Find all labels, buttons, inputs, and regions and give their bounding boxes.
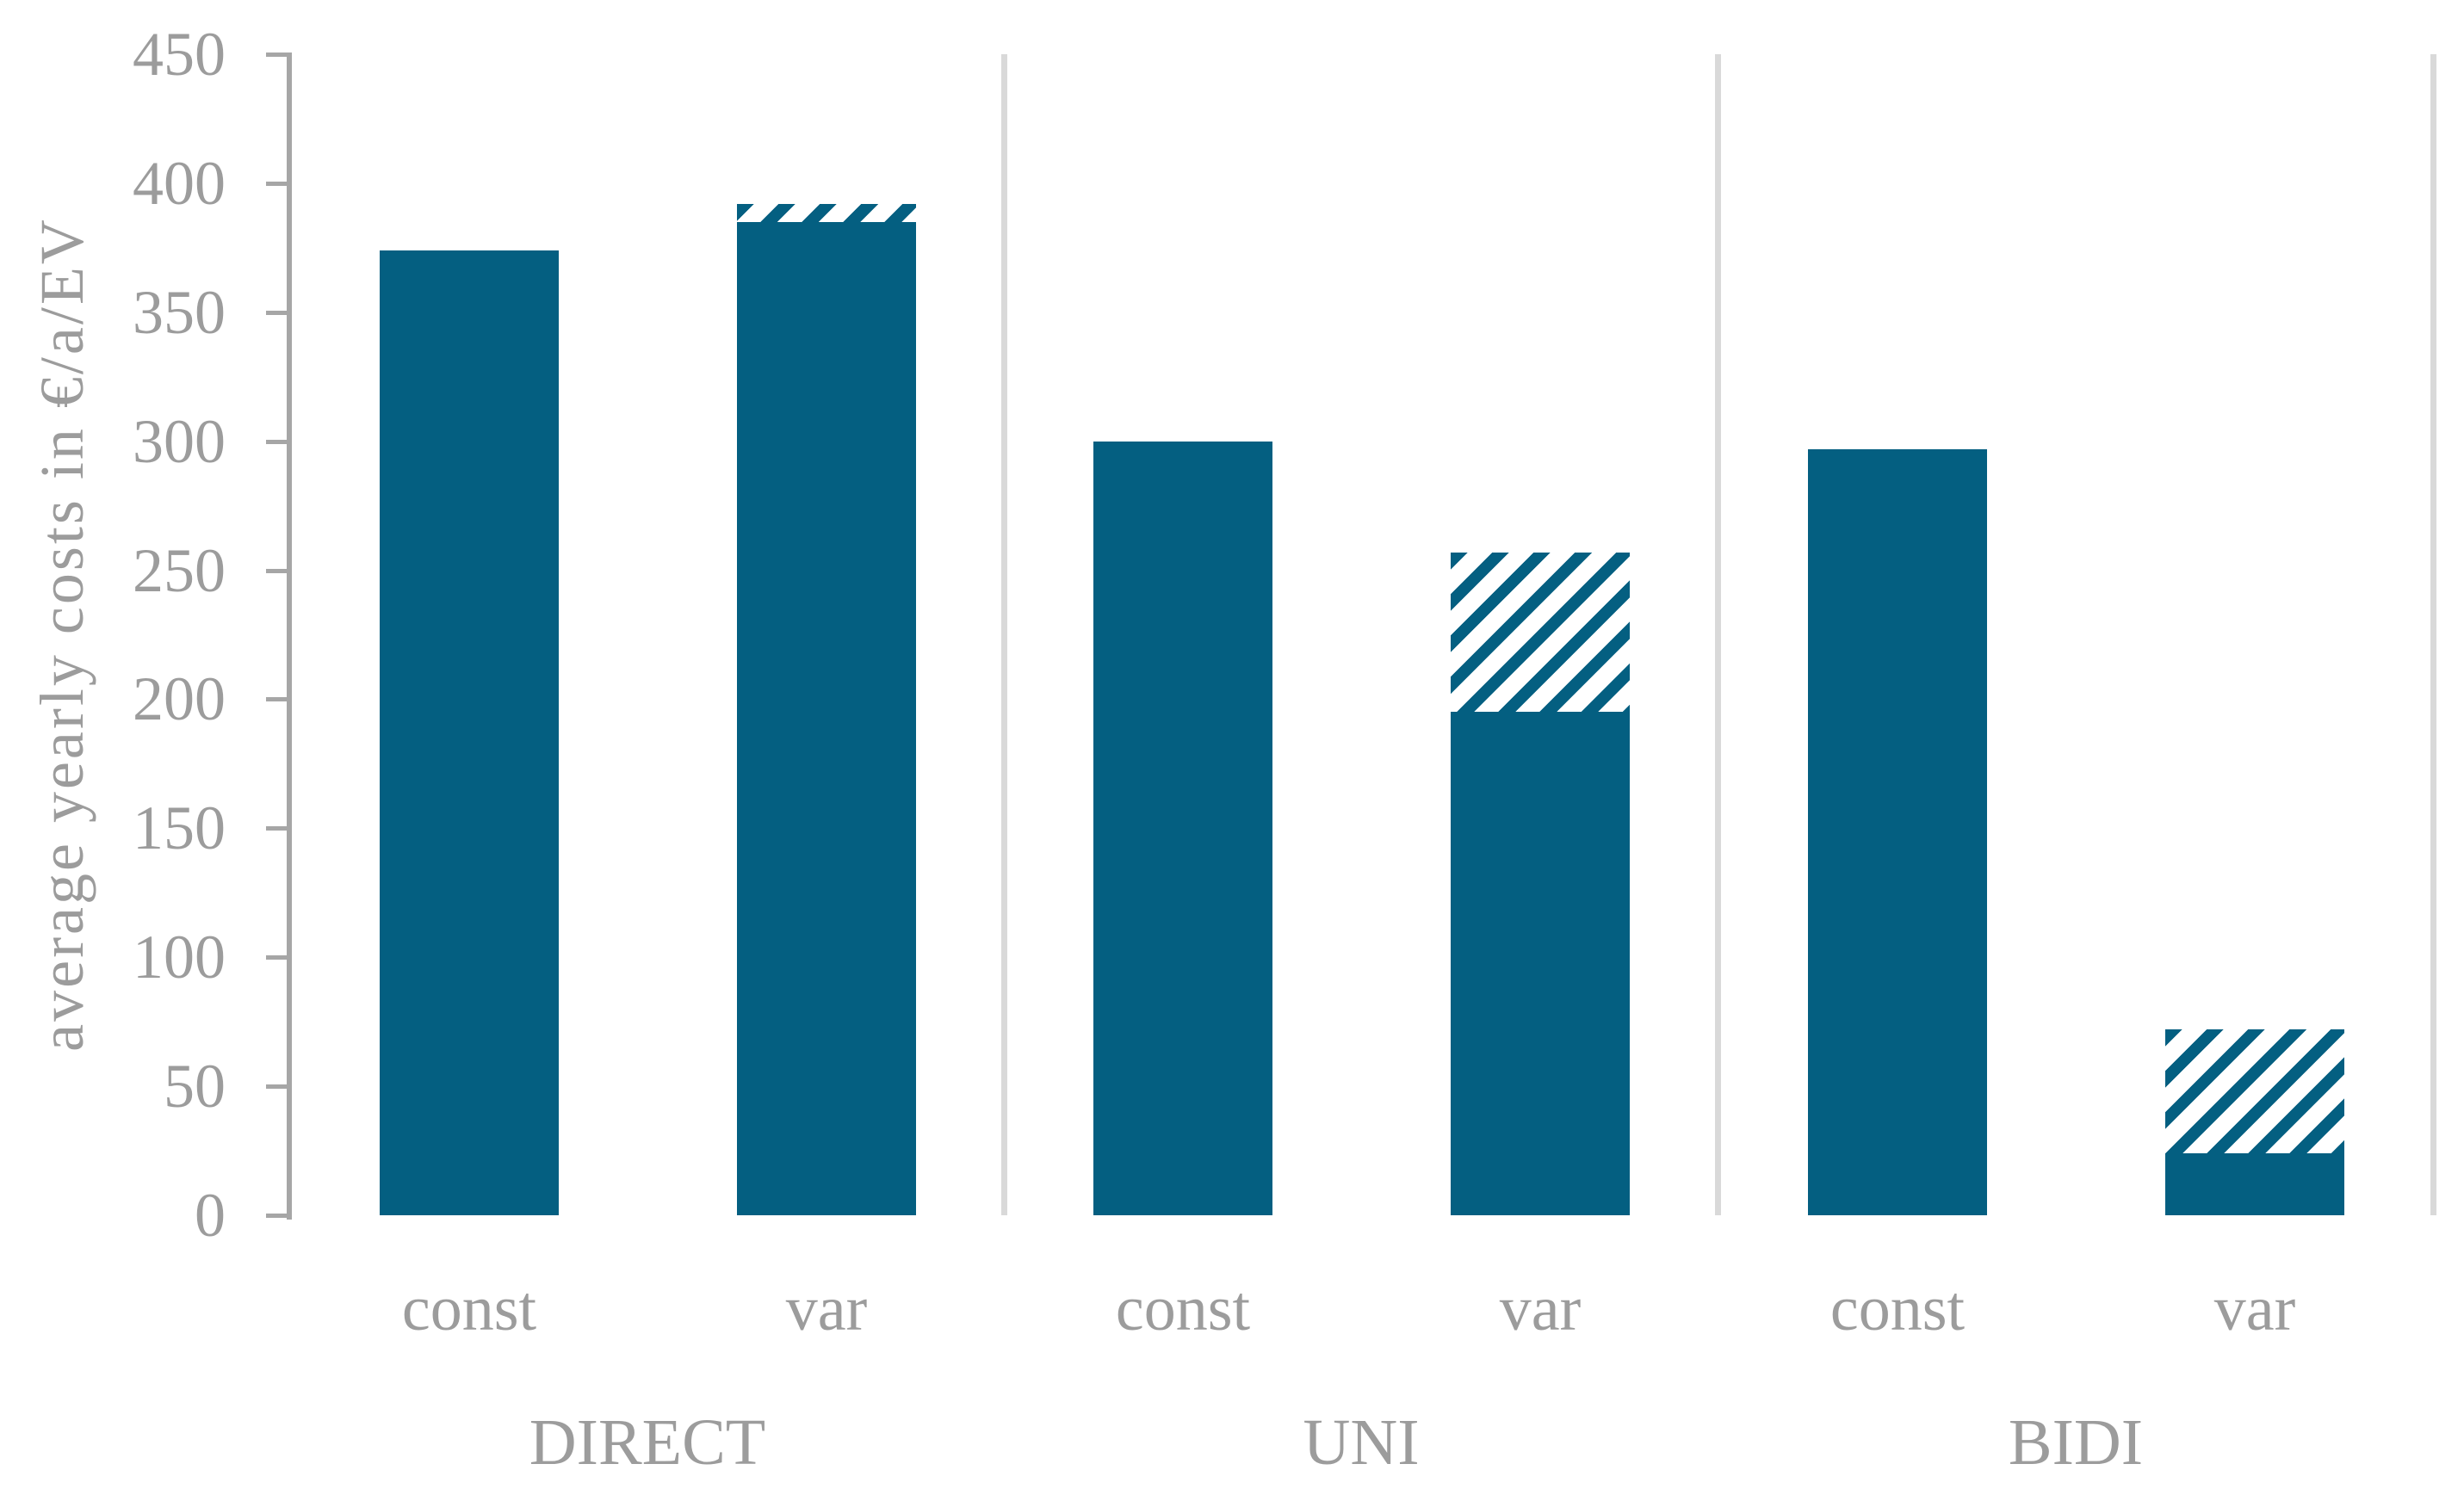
y-axis-tick	[266, 697, 292, 702]
y-axis-tick	[266, 1214, 292, 1218]
y-tick-label: 450	[133, 20, 226, 89]
category-label-uni-const: const	[1115, 1274, 1251, 1344]
bar-direct-var-hatched	[737, 203, 916, 222]
group-label-uni: UNI	[1303, 1406, 1420, 1479]
category-label-direct-var: var	[785, 1274, 868, 1344]
bar-bidi-var-solid	[2165, 1153, 2344, 1215]
y-axis-tick	[266, 53, 292, 57]
y-axis-title: average yearly costs in €/a/EV	[28, 217, 96, 1052]
y-axis-tick	[266, 1084, 292, 1090]
y-tick-label: 0	[195, 1181, 226, 1250]
y-tick-label: 150	[133, 794, 226, 863]
y-axis-line	[287, 54, 292, 1220]
bar-uni-const-solid	[1093, 441, 1272, 1215]
y-axis-tick	[266, 310, 292, 315]
y-axis-tick	[266, 955, 292, 961]
bar-bidi-var-hatched	[2165, 1029, 2344, 1154]
y-tick-label: 100	[133, 923, 226, 992]
group-separator-line	[2430, 54, 2436, 1215]
category-label-direct-const: const	[401, 1274, 537, 1344]
group-separator-line	[1001, 54, 1007, 1215]
bar-direct-const-solid	[380, 250, 559, 1215]
y-tick-label: 400	[133, 148, 226, 218]
y-axis-tick	[266, 568, 292, 573]
y-tick-label: 350	[133, 277, 226, 347]
category-label-bidi-var: var	[2213, 1274, 2296, 1344]
bar-bidi-const-solid	[1808, 448, 1987, 1215]
category-label-uni-var: var	[1499, 1274, 1582, 1344]
group-separator-line	[1715, 54, 1721, 1215]
bar-uni-var-solid	[1451, 712, 1630, 1215]
y-tick-label: 200	[133, 664, 226, 734]
y-axis-tick	[266, 439, 292, 444]
group-label-direct: DIRECT	[529, 1406, 766, 1479]
bar-direct-var-solid	[737, 221, 916, 1215]
y-tick-label: 300	[133, 406, 226, 476]
y-axis-tick	[266, 826, 292, 831]
y-tick-label: 50	[164, 1052, 226, 1121]
group-label-bidi: BIDI	[2008, 1406, 2144, 1479]
bar-uni-var-hatched	[1451, 552, 1630, 713]
category-label-bidi-const: const	[1829, 1274, 1966, 1344]
y-tick-label: 250	[133, 535, 226, 605]
y-axis-tick	[266, 181, 292, 186]
